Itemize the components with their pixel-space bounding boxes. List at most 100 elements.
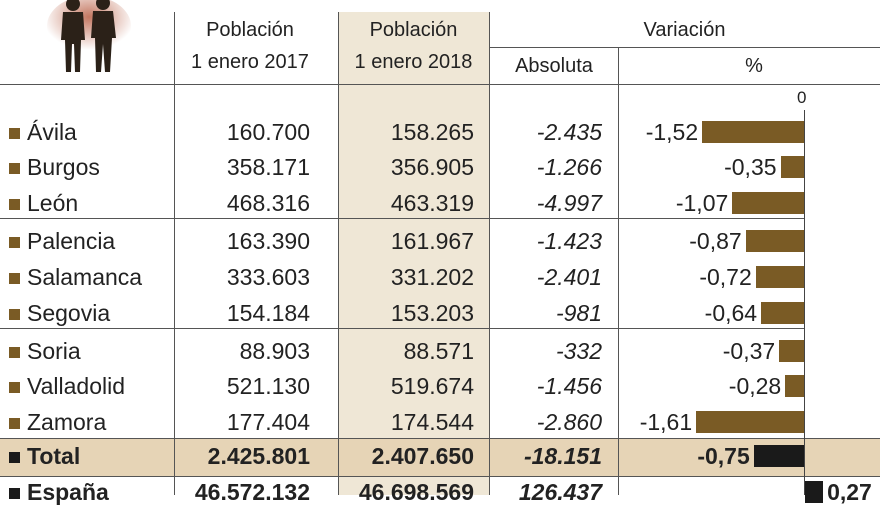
cell-variation-absolute: -1.456 [536, 373, 602, 399]
row-label: Total [27, 443, 81, 469]
percent-label: -0,87 [689, 228, 742, 254]
percent-label: -1,07 [675, 190, 729, 216]
percent-bar [785, 375, 804, 397]
cell-variation-absolute: -18.151 [523, 443, 602, 469]
percent-label: -0,72 [699, 264, 752, 290]
row-label: León [27, 190, 79, 216]
cell-population-2017: 154.184 [226, 300, 310, 326]
row-marker [9, 199, 20, 210]
percent-bar [702, 121, 804, 143]
cell-population-2017: 163.390 [226, 228, 310, 254]
row-marker [9, 347, 20, 358]
divider [489, 47, 880, 48]
divider [618, 48, 619, 495]
row-marker [9, 128, 20, 139]
divider [0, 476, 880, 477]
header-2017-line1: Población [206, 19, 294, 41]
total-row-background [0, 438, 880, 476]
cell-population-2018: 519.674 [390, 373, 474, 399]
percent-label: -0,64 [704, 300, 758, 326]
divider [0, 84, 880, 85]
row-label: España [27, 479, 109, 505]
cell-population-2018: 2.407.650 [371, 443, 474, 469]
header-2018-line2: 1 enero 2018 [354, 51, 473, 73]
cell-variation-absolute: -1.266 [536, 154, 602, 180]
row-marker [9, 273, 20, 284]
row-label: Segovia [27, 300, 111, 326]
percent-bar [696, 411, 804, 433]
row-marker [9, 418, 20, 429]
percent-label: -0,28 [728, 373, 782, 399]
cell-population-2017: 333.603 [226, 264, 310, 290]
cell-population-2017: 2.425.801 [207, 443, 310, 469]
header-2018-line1: Población [369, 19, 458, 41]
row-label: Salamanca [27, 264, 143, 290]
zero-axis [804, 110, 805, 495]
row-label: Ávila [27, 119, 77, 145]
row-label: Valladolid [27, 373, 126, 399]
header-absoluta: Absoluta [515, 55, 593, 77]
cell-population-2017: 160.700 [226, 119, 310, 145]
cell-variation-absolute: -332 [555, 338, 602, 364]
cell-population-2018: 174.544 [390, 409, 474, 435]
percent-label: -0,35 [724, 154, 777, 180]
cell-variation-absolute: -2.435 [536, 119, 602, 145]
cell-population-2018: 153.203 [390, 300, 474, 326]
percent-label: -1,61 [639, 409, 693, 435]
percent-label: -0,37 [722, 338, 776, 364]
row-marker [9, 452, 20, 463]
percent-label: 0,27 [827, 479, 872, 505]
percent-bar [780, 156, 804, 178]
divider [0, 328, 804, 329]
people-silhouette-icon [47, 0, 131, 72]
percent-bar [805, 481, 824, 503]
percent-label: -0,75 [697, 443, 750, 469]
divider [0, 438, 880, 439]
cell-population-2017: 358.171 [226, 154, 310, 180]
row-label: Palencia [27, 228, 116, 254]
highlight-column-2018 [338, 12, 489, 495]
cell-population-2017: 468.316 [226, 190, 310, 216]
cell-population-2017: 46.572.132 [194, 479, 310, 505]
row-label: Soria [27, 338, 81, 364]
cell-population-2018: 463.319 [390, 190, 474, 216]
row-marker [9, 382, 20, 393]
cell-variation-absolute: -2.401 [536, 264, 602, 290]
cell-population-2017: 88.903 [239, 338, 310, 364]
cell-variation-absolute: -1.423 [536, 228, 602, 254]
cell-population-2018: 158.265 [390, 119, 474, 145]
cell-population-2018: 88.571 [403, 338, 474, 364]
divider [174, 12, 175, 495]
divider [489, 12, 490, 495]
cell-population-2018: 46.698.569 [358, 479, 474, 505]
percent-bar [745, 230, 804, 252]
cell-population-2018: 161.967 [390, 228, 474, 254]
cell-population-2017: 177.404 [226, 409, 310, 435]
header-percent: % [745, 55, 763, 77]
row-marker [9, 488, 20, 499]
percent-bar [761, 302, 804, 324]
percent-bar [779, 340, 804, 362]
cell-variation-absolute: -981 [555, 300, 602, 326]
cell-population-2018: 331.202 [390, 264, 474, 290]
percent-bar [753, 445, 804, 467]
row-label: Burgos [27, 154, 100, 180]
divider [338, 12, 339, 495]
row-marker [9, 237, 20, 248]
divider [0, 218, 804, 219]
row-marker [9, 309, 20, 320]
row-label: Zamora [27, 409, 107, 435]
percent-label: -1,52 [645, 119, 699, 145]
percent-bar [755, 266, 804, 288]
percent-bar [732, 192, 804, 214]
cell-population-2018: 356.905 [390, 154, 474, 180]
header-variacion: Variación [643, 19, 726, 41]
cell-population-2017: 521.130 [226, 373, 310, 399]
cell-variation-absolute: -4.997 [536, 190, 602, 216]
cell-variation-absolute: -2.860 [536, 409, 602, 435]
header-2017-line2: 1 enero 2017 [191, 51, 309, 73]
row-marker [9, 163, 20, 174]
axis-zero-label: 0 [797, 88, 807, 107]
cell-variation-absolute: 126.437 [518, 479, 602, 505]
